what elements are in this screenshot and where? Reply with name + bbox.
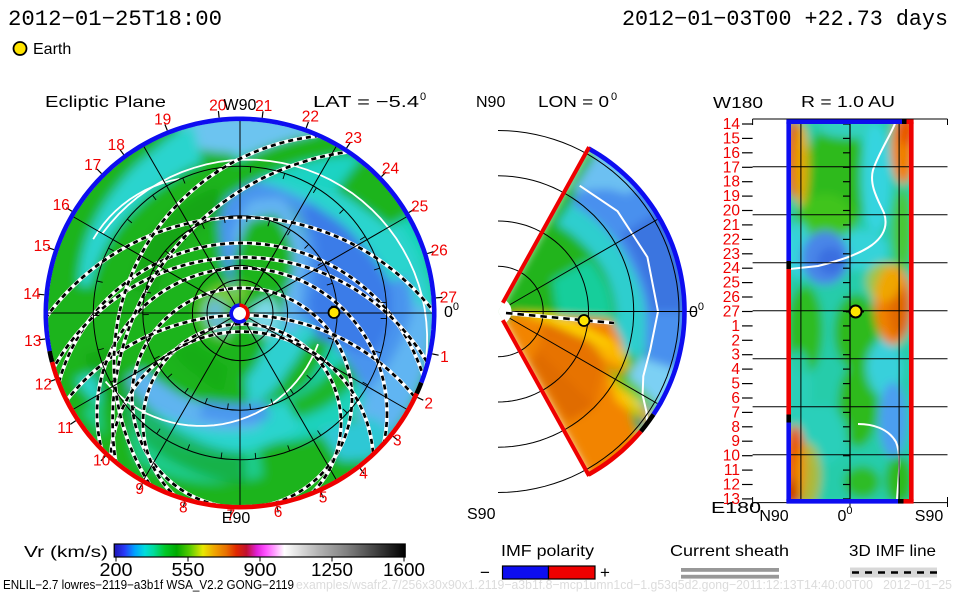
svg-text:20: 20	[723, 203, 741, 220]
svg-text:200: 200	[100, 560, 133, 580]
svg-text:13: 13	[723, 491, 740, 508]
svg-text:20: 20	[209, 98, 227, 115]
svg-text:19: 19	[723, 188, 740, 205]
svg-text:S90: S90	[467, 506, 496, 523]
svg-text:N90: N90	[759, 508, 788, 525]
svg-text:7: 7	[731, 404, 740, 421]
svg-text:3D IMF line: 3D IMF line	[849, 543, 936, 560]
svg-text:2: 2	[731, 332, 740, 349]
svg-text:2: 2	[424, 395, 433, 412]
svg-text:22: 22	[302, 109, 319, 126]
svg-text:N90: N90	[476, 94, 505, 111]
svg-text:27: 27	[723, 304, 740, 321]
svg-text:23: 23	[723, 246, 740, 263]
svg-text:E90: E90	[222, 510, 251, 527]
svg-text:−: −	[480, 563, 490, 582]
svg-text:18: 18	[723, 174, 740, 191]
svg-text:16: 16	[723, 145, 740, 162]
svg-text:LAT = −5.4: LAT = −5.4	[313, 94, 419, 111]
svg-text:10: 10	[723, 448, 741, 465]
svg-text:1: 1	[731, 318, 740, 335]
svg-text:10: 10	[93, 453, 111, 470]
svg-text:7: 7	[226, 507, 235, 524]
svg-text:15: 15	[723, 130, 740, 147]
svg-text:Current sheath: Current sheath	[670, 543, 789, 560]
svg-text:6: 6	[731, 390, 740, 407]
svg-text:17: 17	[84, 157, 101, 174]
svg-text:+: +	[600, 563, 610, 582]
svg-text:22: 22	[723, 231, 740, 248]
svg-text:1250: 1250	[311, 560, 353, 580]
svg-text:examples/wsafr2.7/256x30x90x1.: examples/wsafr2.7/256x30x90x1.2119−a3b1f…	[296, 577, 952, 592]
svg-text:Earth: Earth	[33, 41, 71, 58]
svg-text:12: 12	[35, 376, 52, 393]
svg-text:550: 550	[172, 560, 205, 580]
svg-text:15: 15	[34, 238, 51, 255]
svg-text:24: 24	[382, 160, 400, 177]
svg-text:11: 11	[724, 462, 740, 479]
svg-text:IMF polarity: IMF polarity	[501, 543, 594, 560]
svg-text:00: 00	[444, 301, 459, 321]
svg-text:E180: E180	[711, 500, 761, 517]
svg-text:4: 4	[359, 465, 368, 482]
svg-text:16: 16	[53, 197, 70, 214]
svg-text:W90: W90	[224, 97, 257, 114]
svg-text:3: 3	[393, 432, 402, 449]
svg-text:5: 5	[319, 490, 328, 507]
svg-text:5: 5	[731, 376, 740, 393]
svg-text:13: 13	[24, 333, 41, 350]
svg-text:R = 1.0 AU: R = 1.0 AU	[801, 94, 895, 111]
svg-text:14: 14	[723, 116, 741, 133]
svg-text:3: 3	[731, 347, 740, 364]
svg-text:21: 21	[723, 217, 740, 234]
svg-text:17: 17	[723, 159, 740, 176]
svg-text:26: 26	[723, 289, 740, 306]
svg-text:23: 23	[345, 130, 362, 147]
svg-text:14: 14	[23, 286, 41, 303]
svg-text:LON = 0: LON = 0	[538, 94, 609, 111]
svg-text:27: 27	[440, 290, 457, 307]
svg-text:1: 1	[440, 349, 449, 366]
svg-text:4: 4	[731, 361, 740, 378]
svg-text:0: 0	[611, 91, 617, 103]
svg-text:Vr (km/s): Vr (km/s)	[24, 544, 108, 561]
svg-text:11: 11	[57, 420, 73, 437]
svg-text:24: 24	[723, 260, 741, 277]
svg-text:12: 12	[723, 477, 740, 494]
svg-text:900: 900	[244, 560, 277, 580]
svg-text:2012−01−25T18:00: 2012−01−25T18:00	[8, 7, 222, 32]
svg-text:8: 8	[731, 419, 740, 436]
svg-text:9: 9	[135, 481, 144, 498]
svg-text:9: 9	[731, 433, 740, 450]
svg-text:6: 6	[274, 504, 283, 521]
svg-text:18: 18	[108, 137, 125, 154]
svg-text:00: 00	[689, 301, 704, 321]
svg-text:0: 0	[420, 91, 426, 103]
svg-text:19: 19	[154, 111, 171, 128]
svg-text:26: 26	[431, 242, 448, 259]
svg-text:8: 8	[179, 499, 188, 516]
svg-text:25: 25	[411, 199, 428, 216]
svg-text:ENLIL−2.7 lowres−2119−a3b1f WS: ENLIL−2.7 lowres−2119−a3b1f WSA_V2.2 GON…	[3, 578, 294, 592]
svg-text:25: 25	[723, 275, 740, 292]
svg-text:21: 21	[255, 98, 272, 115]
svg-text:W180: W180	[713, 95, 763, 112]
svg-text:00: 00	[837, 505, 852, 525]
svg-text:S90: S90	[915, 508, 944, 525]
svg-text:Ecliptic Plane: Ecliptic Plane	[45, 94, 166, 111]
svg-text:1600: 1600	[383, 560, 425, 580]
svg-text:2012−01−03T00 +22.73 days: 2012−01−03T00 +22.73 days	[622, 7, 948, 32]
